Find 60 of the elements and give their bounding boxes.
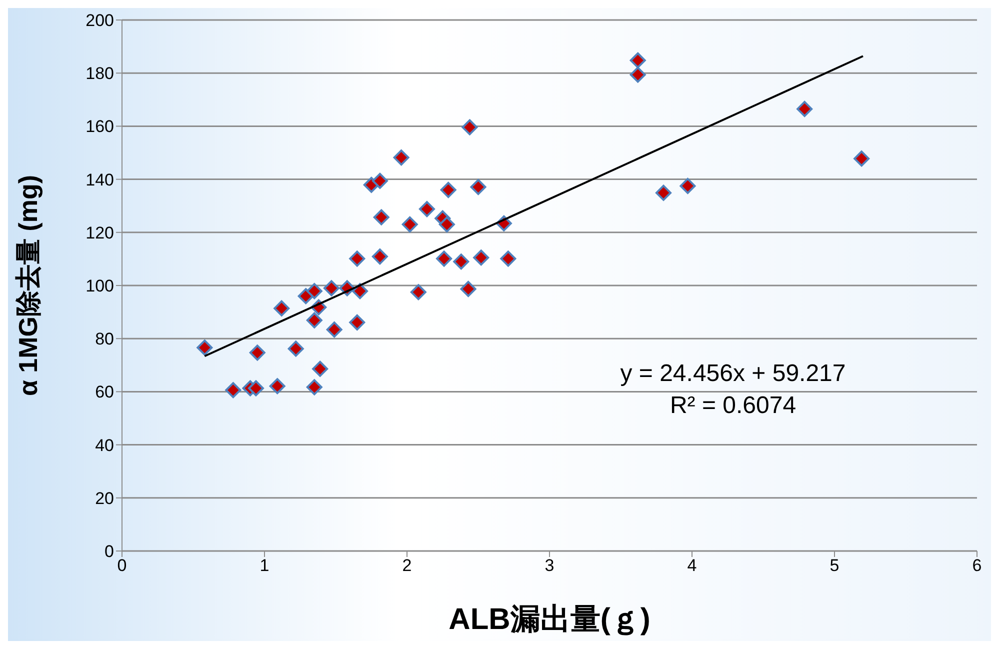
point — [225, 382, 242, 398]
point — [402, 216, 418, 232]
point — [630, 52, 646, 68]
y-tick-label: 80 — [95, 330, 114, 349]
y-tick-label: 40 — [95, 436, 114, 455]
y-tick-label: 120 — [86, 223, 114, 242]
annotation: R² = 0.6074 — [668, 392, 798, 420]
point — [372, 172, 388, 189]
point — [249, 344, 266, 361]
point — [196, 340, 213, 356]
point — [306, 283, 322, 300]
annotation: y = 24.456x + 59.217 — [619, 360, 847, 388]
y-tick-label: 100 — [86, 276, 114, 296]
y-tick-label: 20 — [95, 488, 114, 508]
x-tick-label: 5 — [830, 556, 840, 576]
point — [306, 379, 322, 396]
point — [436, 250, 452, 267]
x-tick-label: 0 — [117, 556, 127, 576]
point — [470, 179, 486, 195]
point — [373, 209, 390, 226]
point — [680, 178, 696, 194]
point — [306, 312, 322, 328]
point — [438, 216, 455, 232]
point — [349, 250, 366, 267]
point — [630, 66, 646, 83]
point — [440, 182, 456, 198]
y-tick-label: 200 — [86, 11, 114, 30]
x-tick-label: 4 — [687, 556, 697, 576]
y-tick-label: 140 — [86, 170, 114, 190]
x-axis-title: ALB漏出量(ｇ) — [448, 603, 650, 636]
point — [393, 150, 410, 166]
point — [288, 340, 304, 357]
point — [462, 119, 478, 136]
point — [326, 322, 342, 338]
point — [372, 248, 388, 265]
point — [453, 254, 470, 270]
point — [248, 380, 264, 396]
x-tick-label: 6 — [972, 556, 982, 576]
point — [274, 300, 290, 316]
y-axis-title: α 1MG除去量 (mg) — [13, 174, 44, 396]
point — [460, 280, 476, 297]
y-tick-label: 180 — [86, 64, 114, 84]
point — [349, 314, 366, 330]
x-tick-label: 1 — [260, 556, 270, 576]
point — [323, 280, 340, 296]
point — [410, 284, 426, 300]
point — [312, 360, 328, 377]
point — [352, 283, 368, 300]
point — [500, 250, 516, 267]
point — [854, 150, 870, 167]
y-tick-label: 160 — [86, 117, 114, 136]
y-tick-label: 0 — [104, 542, 114, 562]
x-tick-label: 2 — [402, 556, 412, 576]
point — [796, 100, 813, 117]
point — [656, 184, 672, 201]
point — [269, 378, 286, 394]
x-tick-label: 3 — [544, 556, 554, 576]
point — [418, 201, 435, 218]
point — [473, 250, 490, 266]
y-tick-label: 60 — [95, 382, 114, 402]
